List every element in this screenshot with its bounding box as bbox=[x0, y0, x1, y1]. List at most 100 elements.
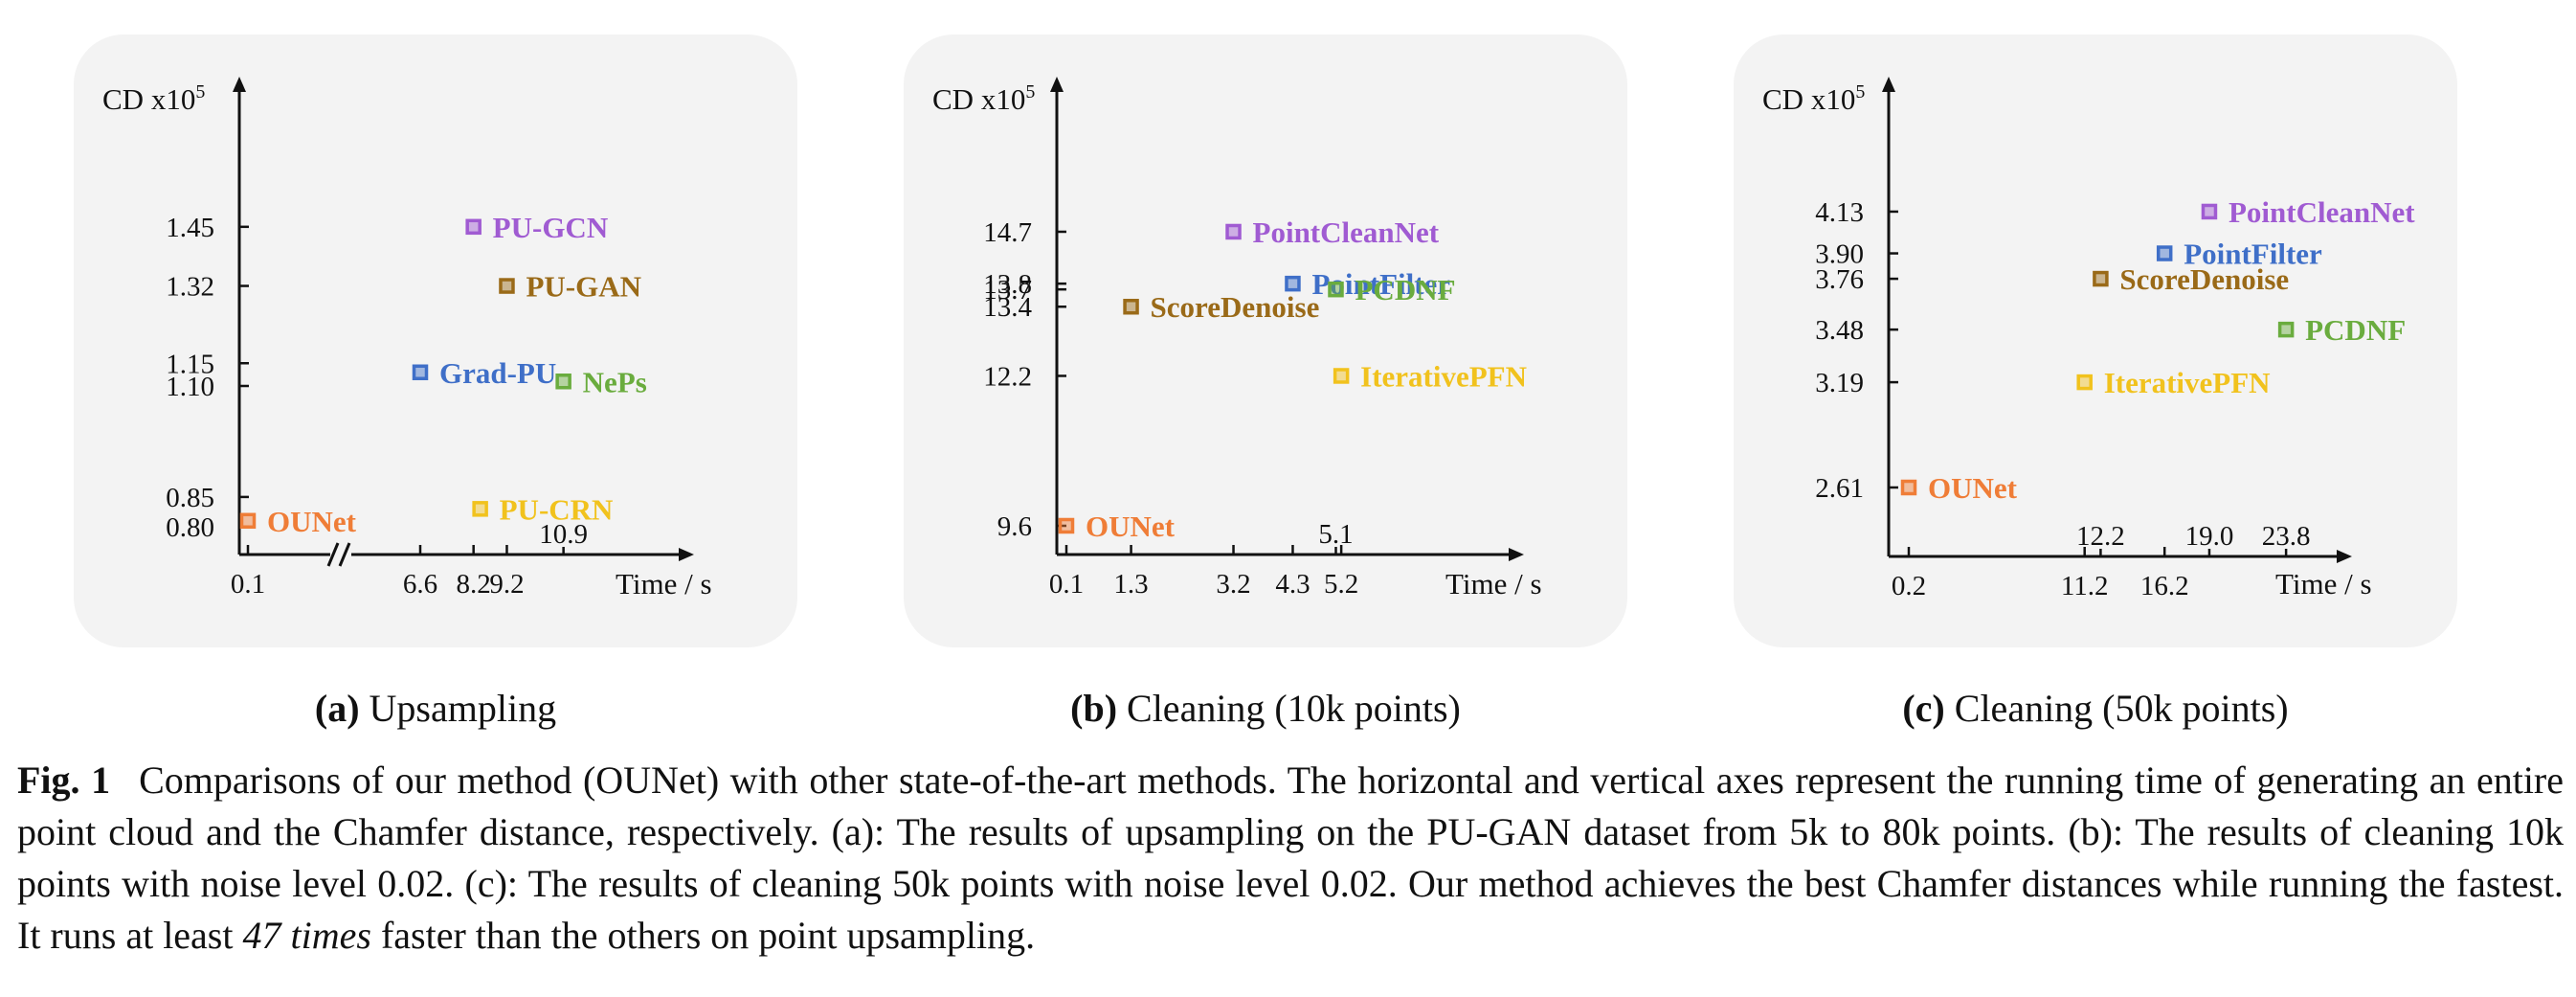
chart-a-point-label-neps: NePs bbox=[583, 365, 647, 398]
chart-a-svg: CD x105 Time / s 0.800.85 1.101.15 1.32 1.45 0… bbox=[102, 77, 712, 600]
chart-a-axis-break-2 bbox=[338, 542, 351, 567]
chart-c-y-tick-label: 3.90 bbox=[1815, 239, 1864, 270]
chart-b-x-tick-label: 5.2 bbox=[1324, 569, 1358, 600]
chart-a-x-axis-title: Time / s bbox=[616, 567, 712, 600]
chart-a-point-label-pu-gan: PU-GAN bbox=[526, 270, 641, 304]
chart-a-x-tick-label: 8.2 bbox=[457, 569, 491, 600]
chart-c-x-axis-title: Time / s bbox=[2275, 567, 2372, 600]
chart-b-x-tick-label: 4.3 bbox=[1275, 569, 1310, 600]
chart-a-y-tick-label: 0.80 bbox=[166, 512, 214, 543]
chart-c-point-label-pcdnf: PCDNF bbox=[2305, 313, 2406, 347]
chart-b-point-ounet bbox=[1058, 517, 1075, 534]
chart-a-x-tick-label: 6.6 bbox=[403, 569, 437, 600]
chart-b-point-label-pcdnf: PCDNF bbox=[1355, 273, 1456, 306]
chart-a-y-tick-label: 1.45 bbox=[166, 213, 214, 243]
chart-b-y-axis-arrow bbox=[1050, 77, 1064, 92]
chart-b-y-axis-title: CD x105 bbox=[932, 81, 1035, 116]
chart-a-y-tick-label: 1.10 bbox=[166, 372, 214, 402]
chart-a-point-pu-gan bbox=[499, 278, 515, 294]
chart-c-point-label-iterativepfn: IterativePFN bbox=[2104, 366, 2271, 399]
figure-caption-tail: faster than the others on point upsampli… bbox=[370, 914, 1036, 957]
chart-b-x-tick-label: 0.1 bbox=[1049, 569, 1084, 600]
chart-b-y-tick-label: 13.4 bbox=[983, 292, 1032, 323]
chart-b-x-tick-label: 1.3 bbox=[1113, 569, 1148, 600]
chart-a-x-tick-label: 9.2 bbox=[489, 569, 524, 600]
chart-c-point-ounet bbox=[1900, 479, 1917, 496]
chart-a-y-axis-title: CD x105 bbox=[102, 81, 205, 116]
chart-b-y-tick-label: 14.7 bbox=[983, 217, 1032, 248]
chart-c-y-axis-title: CD x105 bbox=[1762, 81, 1865, 116]
chart-panel-b: CD x105 Time / s 9.6 12.2 13.4 13.7 13.8 14.7 0.… bbox=[904, 34, 1627, 647]
chart-c-point-pcdnf bbox=[2277, 321, 2295, 338]
chart-c-y-tick-label: 3.48 bbox=[1815, 315, 1864, 346]
chart-c-x-tick-label: 11.2 bbox=[2061, 571, 2109, 601]
chart-b-x-tick-label: 3.2 bbox=[1216, 569, 1250, 600]
chart-b-point-iterativepfn bbox=[1333, 368, 1350, 384]
chart-c-point-scoredenoise bbox=[2093, 270, 2109, 287]
chart-a-x-axis-arrow bbox=[679, 548, 694, 561]
chart-c-point-pointcleannet bbox=[2201, 203, 2218, 220]
chart-b-point-label-iterativepfn: IterativePFN bbox=[1360, 359, 1527, 393]
chart-b-x-annotation: 5.1 bbox=[1318, 519, 1353, 550]
figure-caption: Fig. 1 Comparisons of our method (OUNet) … bbox=[17, 755, 2564, 962]
chart-c-y-tick-label: 2.61 bbox=[1815, 473, 1864, 504]
chart-c-x-annotation: 23.8 bbox=[2262, 521, 2311, 552]
chart-a-y-axis-arrow bbox=[233, 77, 246, 92]
chart-c-point-label-pointfilter: PointFilter bbox=[2184, 238, 2322, 271]
chart-a-point-label-pu-crn: PU-CRN bbox=[500, 492, 614, 526]
chart-b-y-tick-label: 12.2 bbox=[983, 361, 1032, 392]
chart-b-svg: CD x105 Time / s 9.6 12.2 13.413.713.8 14.7 0.… bbox=[932, 77, 1542, 600]
chart-b-point-label-scoredenoise: ScoreDenoise bbox=[1151, 290, 1320, 324]
chart-c-x-tick-label: 16.2 bbox=[2140, 571, 2189, 601]
chart-a-point-neps bbox=[555, 374, 571, 390]
chart-a-point-grad-pu bbox=[412, 364, 429, 381]
chart-b-y-tick-label: 13.8 bbox=[983, 269, 1032, 300]
subcaption-c: (c) Cleaning (50k points) bbox=[1734, 682, 2457, 736]
chart-c-x-tick-label: 0.2 bbox=[1892, 571, 1926, 601]
chart-c-point-pointfilter bbox=[2156, 245, 2173, 261]
chart-a-x-tick-label: 0.1 bbox=[231, 569, 265, 600]
chart-b-x-axis-arrow bbox=[1509, 548, 1524, 561]
chart-c-y-tick-label: 3.19 bbox=[1815, 368, 1864, 398]
chart-b-y-tick-label: 9.6 bbox=[997, 511, 1032, 542]
subcaption-c-text: Cleaning (50k points) bbox=[1954, 687, 2289, 730]
chart-panel-a: CD x105 Time / s 0.80 0.85 1.10 1.15 1.32 1.45 0… bbox=[74, 34, 797, 647]
chart-a-point-pu-crn bbox=[472, 501, 488, 517]
chart-b-point-pcdnf bbox=[1328, 281, 1344, 298]
chart-a-y-tick-label: 1.32 bbox=[166, 272, 214, 303]
chart-b-point-pointfilter bbox=[1285, 275, 1301, 292]
chart-b-y-tick-label: 13.7 bbox=[983, 275, 1032, 306]
chart-a-y-tick-label: 1.15 bbox=[166, 349, 214, 379]
chart-c-x-annotation: 12.2 bbox=[2076, 521, 2125, 552]
subcaption-b: (b) Cleaning (10k points) bbox=[904, 682, 1627, 736]
chart-a-point-label-grad-pu: Grad-PU bbox=[439, 356, 556, 390]
chart-c-point-label-pointcleannet: PointCleanNet bbox=[2229, 195, 2415, 229]
chart-a-axis-break-1 bbox=[326, 542, 340, 567]
subcaption-a-text: Upsampling bbox=[369, 687, 557, 730]
figure-caption-text: Comparisons of our method (OUNet) with o… bbox=[17, 759, 2565, 957]
chart-b-point-scoredenoise bbox=[1123, 298, 1139, 315]
chart-b-point-pointcleannet bbox=[1225, 223, 1242, 240]
chart-a-x-annotation: 10.9 bbox=[539, 519, 588, 550]
chart-c-y-tick-label: 3.76 bbox=[1815, 264, 1864, 295]
figure-caption-emphasis: 47 times bbox=[242, 914, 371, 957]
figure-caption-label: Fig. 1 bbox=[17, 759, 111, 802]
chart-c-x-annotation: 19.0 bbox=[2185, 521, 2234, 552]
chart-b-point-label-ounet: OUNet bbox=[1086, 510, 1176, 543]
chart-c-point-iterativepfn bbox=[2076, 374, 2093, 391]
subcaption-c-tag: (c) bbox=[1902, 687, 1945, 730]
chart-b-x-axis-title: Time / s bbox=[1445, 567, 1542, 600]
chart-a-point-ounet bbox=[239, 512, 257, 530]
chart-c-svg: CD x105 Time / s 2.61 3.19 3.48 3.763.90 4.13 0… bbox=[1762, 77, 2415, 601]
chart-panel-c: CD x105 Time / s 2.61 3.19 3.48 3.76 3.90 4.13 0… bbox=[1734, 34, 2457, 647]
chart-c-y-axis-arrow bbox=[1882, 77, 1895, 92]
chart-c-x-axis-arrow bbox=[2337, 550, 2352, 563]
chart-a-point-label-ounet: OUNet bbox=[267, 505, 357, 538]
chart-b-point-label-pointcleannet: PointCleanNet bbox=[1253, 215, 1440, 249]
chart-a-point-label-pu-gcn: PU-GCN bbox=[493, 211, 609, 244]
subcaption-a: (a) Upsampling bbox=[74, 682, 797, 736]
subcaption-b-text: Cleaning (10k points) bbox=[1127, 687, 1461, 730]
chart-c-point-label-scoredenoise: ScoreDenoise bbox=[2119, 262, 2289, 296]
chart-a-point-pu-gcn bbox=[465, 218, 482, 236]
subcaption-b-tag: (b) bbox=[1070, 687, 1118, 730]
